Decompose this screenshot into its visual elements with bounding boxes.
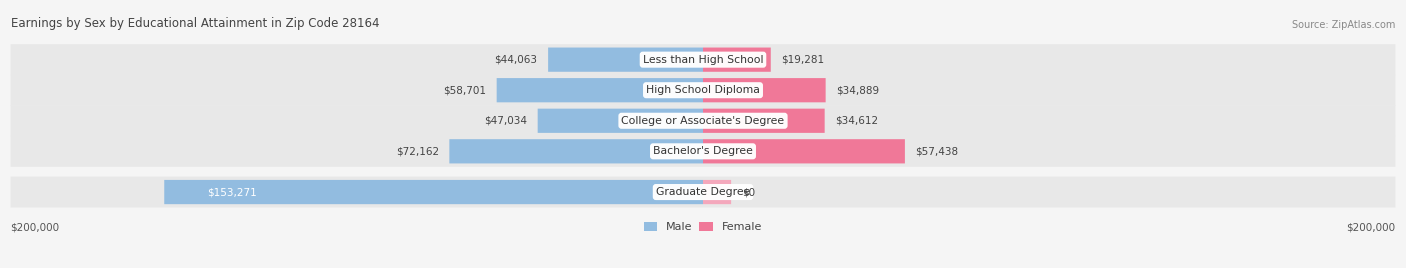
Text: College or Associate's Degree: College or Associate's Degree xyxy=(621,116,785,126)
FancyBboxPatch shape xyxy=(165,180,703,204)
Text: $34,612: $34,612 xyxy=(835,116,879,126)
FancyBboxPatch shape xyxy=(10,177,1396,207)
FancyBboxPatch shape xyxy=(10,136,1396,167)
Text: $153,271: $153,271 xyxy=(207,187,257,197)
Text: Earnings by Sex by Educational Attainment in Zip Code 28164: Earnings by Sex by Educational Attainmen… xyxy=(10,17,380,30)
Text: Source: ZipAtlas.com: Source: ZipAtlas.com xyxy=(1292,20,1395,30)
Text: $0: $0 xyxy=(742,187,755,197)
FancyBboxPatch shape xyxy=(703,109,825,133)
FancyBboxPatch shape xyxy=(548,47,703,72)
FancyBboxPatch shape xyxy=(703,180,731,204)
FancyBboxPatch shape xyxy=(450,139,703,163)
Legend: Male, Female: Male, Female xyxy=(644,222,762,232)
Text: $44,063: $44,063 xyxy=(495,55,537,65)
FancyBboxPatch shape xyxy=(10,105,1396,136)
FancyBboxPatch shape xyxy=(496,78,703,102)
FancyBboxPatch shape xyxy=(703,78,825,102)
Text: Bachelor's Degree: Bachelor's Degree xyxy=(652,146,754,156)
Text: Less than High School: Less than High School xyxy=(643,55,763,65)
Text: $58,701: $58,701 xyxy=(443,85,486,95)
FancyBboxPatch shape xyxy=(703,47,770,72)
Text: $72,162: $72,162 xyxy=(395,146,439,156)
FancyBboxPatch shape xyxy=(703,139,905,163)
Text: $57,438: $57,438 xyxy=(915,146,959,156)
Text: $200,000: $200,000 xyxy=(1347,223,1395,233)
FancyBboxPatch shape xyxy=(537,109,703,133)
Text: Graduate Degree: Graduate Degree xyxy=(655,187,751,197)
Text: High School Diploma: High School Diploma xyxy=(647,85,759,95)
Text: $200,000: $200,000 xyxy=(10,223,59,233)
FancyBboxPatch shape xyxy=(10,44,1396,75)
Text: $47,034: $47,034 xyxy=(484,116,527,126)
FancyBboxPatch shape xyxy=(10,75,1396,106)
Text: $34,889: $34,889 xyxy=(837,85,879,95)
Text: $19,281: $19,281 xyxy=(782,55,824,65)
